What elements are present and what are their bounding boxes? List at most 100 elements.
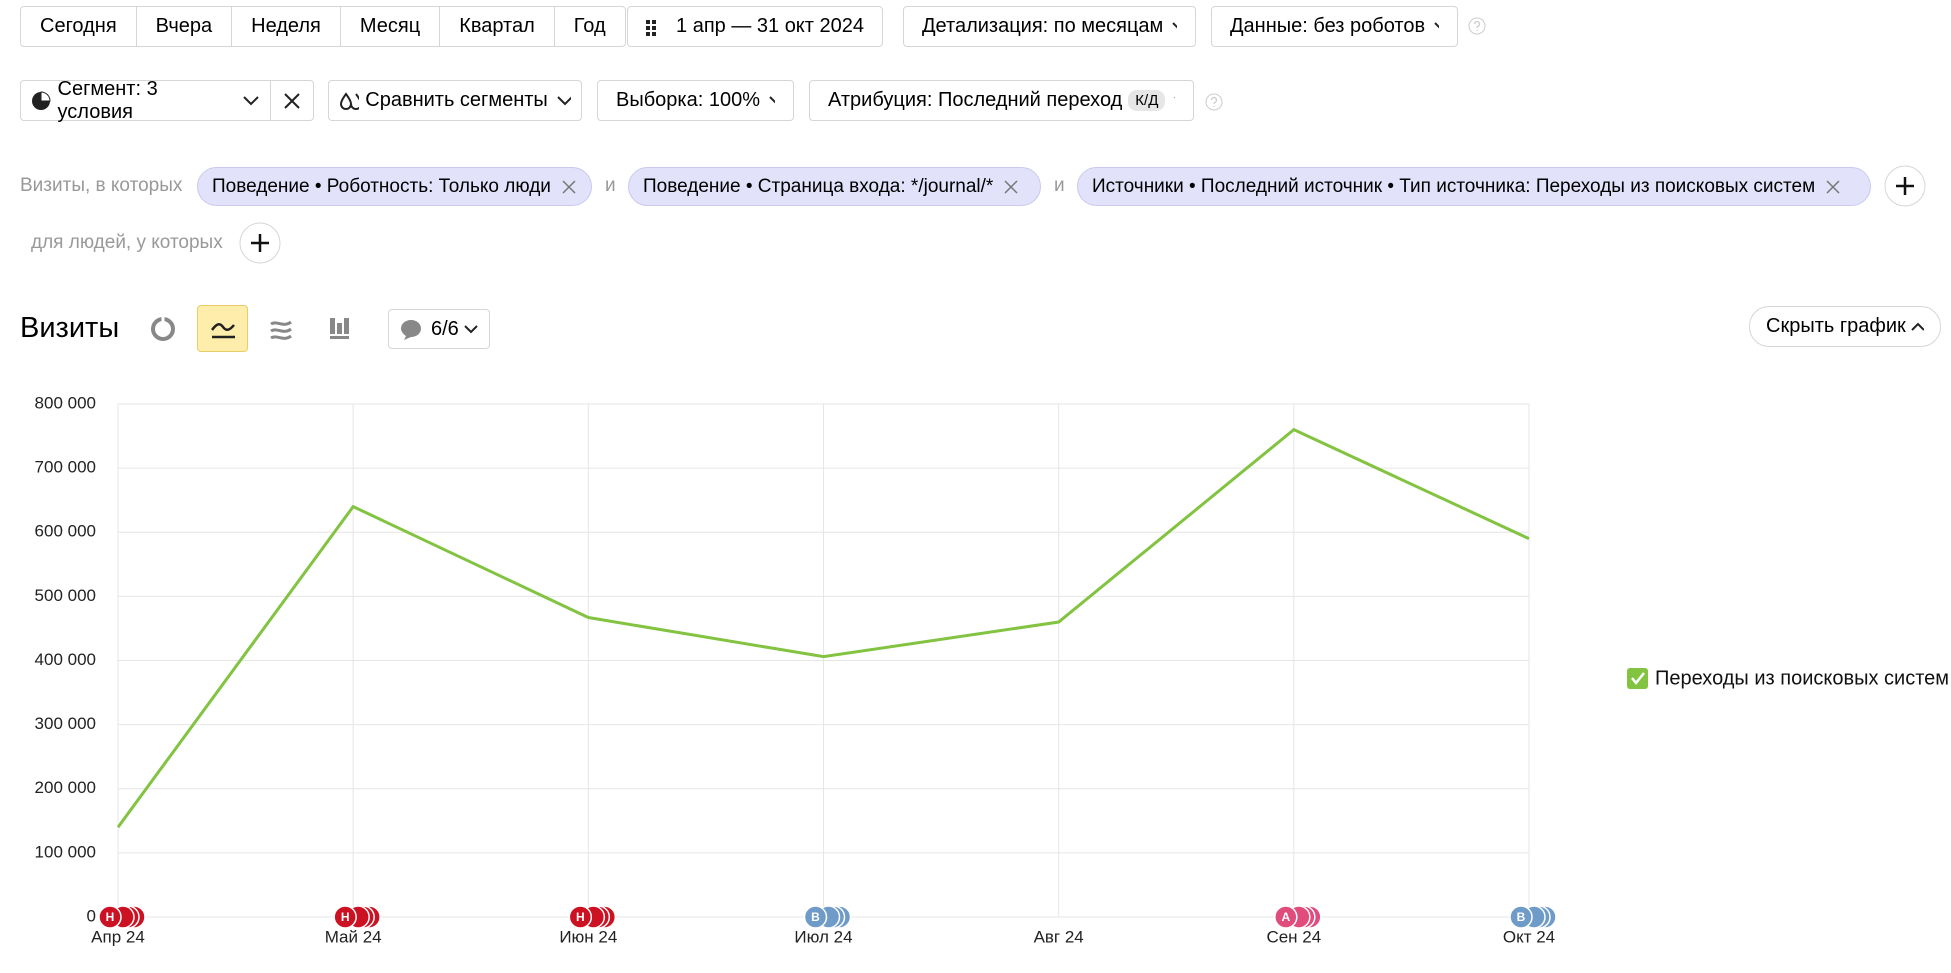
y-tick-label: 800 000: [35, 393, 96, 412]
y-tick-label: 400 000: [35, 650, 96, 669]
chart: 0 100 000 200 000 300 000 400 000 500 000 600 …: [35, 393, 1949, 946]
x-tick-label: Июл 24: [794, 927, 852, 946]
legend-check: [1631, 672, 1645, 686]
annotation-label: В: [811, 910, 820, 924]
data-filter-button[interactable]: Данные: без роботов: [1211, 6, 1458, 47]
filter-chip[interactable]: Поведение • Роботность: Только люди: [197, 167, 592, 206]
x-tick-label: Май 24: [325, 927, 382, 946]
x-tick-label: Апр 24: [91, 927, 145, 946]
legend-label: Переходы из поисковых систем: [1655, 667, 1949, 689]
annotation-label: Н: [341, 910, 350, 924]
line-icon: [210, 323, 235, 339]
chevron: [1172, 21, 1177, 28]
legend-item[interactable]: Переходы из поисковых систем: [1627, 667, 1949, 689]
period-button[interactable]: Месяц: [341, 7, 441, 46]
chevron: [243, 95, 260, 105]
joiner: и: [1054, 175, 1065, 196]
segment-button[interactable]: Сегмент: 3 условия: [21, 78, 271, 123]
area-chart-button[interactable]: [268, 316, 294, 342]
attribution-badge: К/Д: [1128, 90, 1166, 111]
clear-segment[interactable]: [271, 81, 313, 120]
close-icon[interactable]: [1825, 179, 1841, 195]
y-tick-label: 100 000: [35, 842, 96, 861]
comments-label: 6/6: [431, 317, 459, 340]
date-range: 1 апр — 31 окт 2024: [676, 15, 864, 37]
filter-chip[interactable]: Источники • Последний источник • Тип ист…: [1077, 167, 1871, 206]
calendar-icon: [646, 19, 659, 36]
attribution-button[interactable]: Атрибуция: Последний переход К/Д: [809, 80, 1194, 121]
drops-icon: [339, 91, 360, 110]
y-tick-label: 500 000: [35, 586, 96, 605]
filter-text: Источники • Последний источник • Тип ист…: [1092, 175, 1816, 197]
close-icon: [284, 92, 300, 109]
pie-icon: [32, 90, 51, 110]
hide-chart-label: Скрыть график: [1766, 315, 1906, 337]
attribution-label: Атрибуция: Последний переход: [828, 89, 1123, 111]
annotation-marker[interactable]: Н: [568, 905, 617, 929]
comment-icon: [401, 320, 421, 340]
annotation-label: А: [1281, 910, 1290, 924]
annotation-marker[interactable]: В: [803, 905, 852, 929]
detail-button[interactable]: Детализация: по месяцам: [903, 6, 1196, 47]
x-tick-label: Окт 24: [1503, 927, 1555, 946]
annotation-circle: [1509, 905, 1533, 929]
period-button[interactable]: Сегодня: [21, 7, 137, 46]
chart-title: Визиты: [20, 312, 120, 344]
x-tick-label: Сен 24: [1266, 927, 1321, 946]
filter-chip[interactable]: Поведение • Страница входа: */journal/*: [628, 167, 1041, 206]
legend-checkbox: [1627, 668, 1648, 689]
compare-button[interactable]: Сравнить сегменты: [328, 80, 582, 121]
help-icon[interactable]: [1468, 17, 1486, 35]
period-button[interactable]: Неделя: [232, 7, 341, 46]
annotation-marker[interactable]: Н: [98, 905, 146, 929]
y-tick-label: 0: [87, 906, 96, 925]
bar-chart-button[interactable]: [327, 315, 353, 341]
pie-chart-button[interactable]: [150, 316, 176, 342]
chevron: [1434, 21, 1439, 28]
close-icon[interactable]: [1003, 179, 1019, 195]
people-prefix: для людей, у которых: [31, 232, 223, 253]
hide-chart-button[interactable]: Скрыть график: [1749, 306, 1941, 347]
annotation-circle: [98, 905, 122, 929]
add-people-filter[interactable]: [239, 222, 281, 264]
chevron: [769, 95, 775, 103]
comments-button[interactable]: 6/6: [388, 309, 490, 349]
annotation-label: В: [1517, 910, 1526, 924]
segment-group: Сегмент: 3 условия: [20, 78, 314, 123]
chevron: [557, 95, 571, 105]
close-icon[interactable]: [561, 179, 577, 195]
sample-label: Выборка: 100%: [616, 89, 760, 111]
joiner: и: [605, 175, 616, 196]
annotation-marker[interactable]: Н: [333, 905, 381, 929]
y-tick-label: 600 000: [35, 522, 96, 541]
chevron: [464, 325, 478, 334]
date-button[interactable]: 1 апр — 31 окт 2024: [627, 6, 883, 47]
segment-label: Сегмент: 3 условия: [57, 77, 158, 123]
period-button[interactable]: Квартал: [440, 7, 555, 46]
add-filter[interactable]: [1884, 165, 1926, 207]
annotation-marker[interactable]: А: [1274, 905, 1322, 929]
period-group: Сегодня Вчера Неделя Месяц Квартал Год: [20, 6, 626, 47]
period-button[interactable]: Вчера: [137, 7, 233, 46]
annotation-circle: [568, 905, 593, 929]
data-filter-label: Данные: без роботов: [1230, 15, 1426, 37]
line-chart-button[interactable]: [197, 305, 248, 352]
sample-button[interactable]: Выборка: 100%: [597, 80, 794, 121]
annotation-label: Н: [106, 910, 115, 924]
help-icon[interactable]: [1205, 93, 1223, 111]
filters-prefix: Визиты, в которых: [20, 175, 183, 196]
annotation-label: Н: [576, 910, 585, 924]
filter-text: Поведение • Роботность: Только люди: [212, 175, 551, 197]
chevron: [1174, 96, 1175, 98]
series-line: [116, 427, 1530, 829]
detail-label: Детализация: по месяцам: [922, 15, 1164, 37]
annotation-marker[interactable]: В: [1509, 905, 1557, 929]
x-tick-label: Авг 24: [1034, 927, 1084, 946]
chevron-up: [1911, 322, 1924, 331]
period-button[interactable]: Год: [573, 15, 606, 37]
annotation-circle: [333, 905, 357, 929]
compare-label: Сравнить сегменты: [365, 89, 548, 111]
y-tick-label: 700 000: [35, 458, 96, 477]
filter-text: Поведение • Страница входа: */journal/*: [643, 175, 994, 197]
